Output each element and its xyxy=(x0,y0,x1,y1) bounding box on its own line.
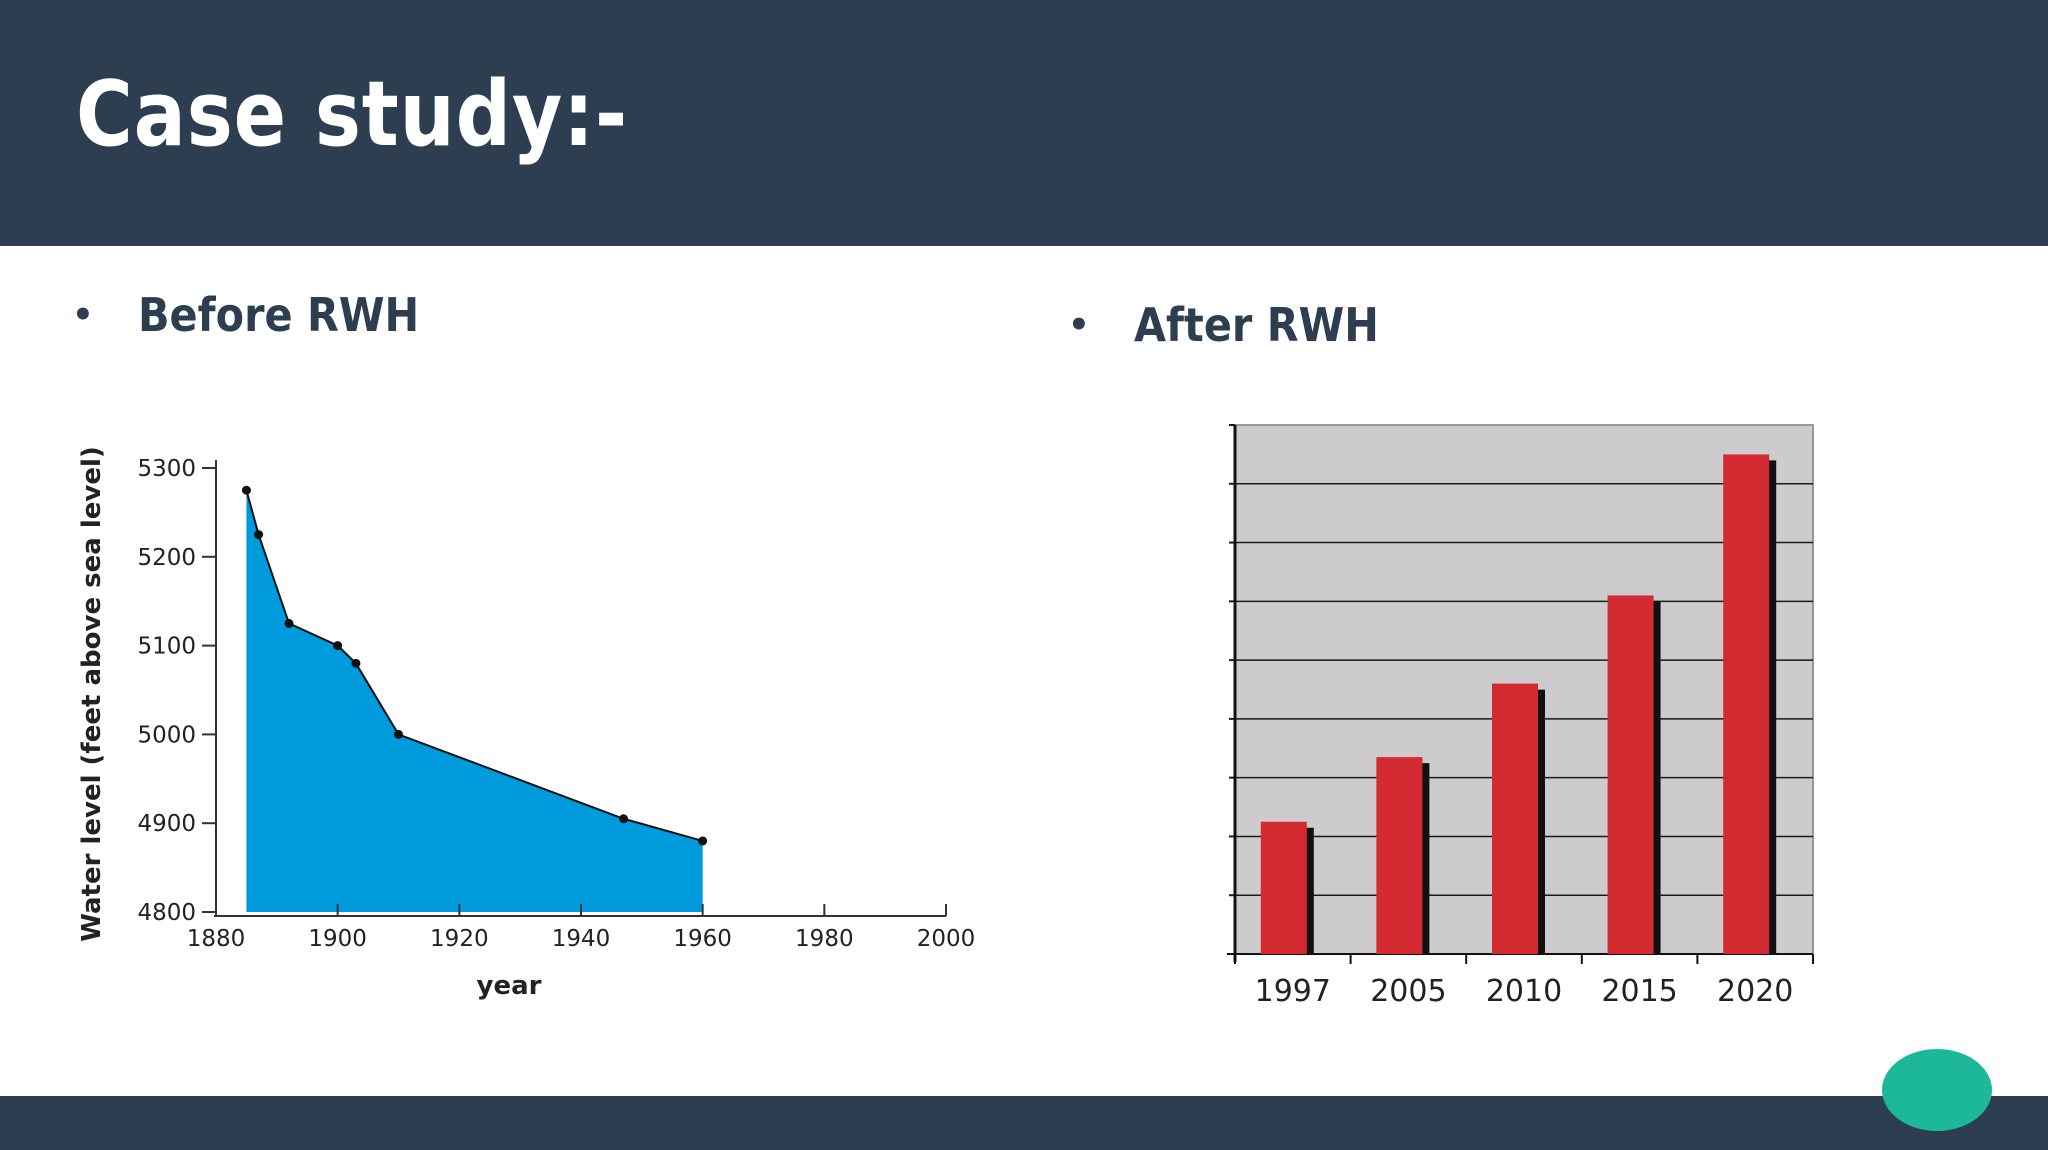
x-tick-label: 1997 xyxy=(1255,974,1331,1009)
y-tick-label: 4900 xyxy=(137,811,196,837)
x-tick-label: 2015 xyxy=(1601,974,1677,1009)
bar xyxy=(1723,454,1770,954)
before-rwh-bullet: • Before RWH xyxy=(72,288,450,342)
x-tick-label: 1960 xyxy=(673,926,732,952)
teal-circle-decoration xyxy=(1882,1049,1992,1131)
data-point xyxy=(619,814,629,824)
x-tick-label: 2020 xyxy=(1717,974,1793,1009)
y-tick-label: 5200 xyxy=(137,545,196,571)
x-tick-label: 2010 xyxy=(1486,974,1562,1009)
bar xyxy=(1376,757,1423,954)
data-point xyxy=(284,618,294,628)
y-tick-label: 4800 xyxy=(137,900,196,926)
x-tick-label: 2005 xyxy=(1370,974,1446,1009)
x-tick-label: 1880 xyxy=(187,926,246,952)
series-line xyxy=(245,489,703,842)
data-point xyxy=(351,658,361,668)
y-tick-label: 5300 xyxy=(137,456,196,482)
water-level-area-chart: 4800 4900 5000 5100 5200 5300 1880 1900 1920 1940… xyxy=(77,446,976,1001)
x-tick-label: 1900 xyxy=(308,926,367,952)
area-fill xyxy=(246,490,703,912)
slide-title: Case study:- xyxy=(76,62,628,167)
y-tick-label: 5000 xyxy=(137,722,196,748)
x-tick-label: 1920 xyxy=(430,926,489,952)
before-rwh-heading: Before RWH xyxy=(138,288,420,342)
bar xyxy=(1607,595,1654,954)
data-point xyxy=(333,641,343,651)
after-rwh-bar-chart: 1997 2005 2010 2015 2020 xyxy=(1227,424,1814,1009)
y-tick-label: 5100 xyxy=(137,634,196,660)
data-point xyxy=(394,729,403,739)
x-tick-label: 1980 xyxy=(795,926,854,952)
title-bar: Case study:- xyxy=(0,0,2048,246)
data-point xyxy=(241,485,251,495)
after-rwh-bullet: • After RWH xyxy=(1068,298,1406,352)
bullet-icon: • xyxy=(72,295,94,335)
data-point xyxy=(698,836,708,846)
x-axis-title: year xyxy=(477,971,542,1001)
bullet-icon: • xyxy=(1068,305,1090,345)
bar xyxy=(1260,821,1307,954)
footer-bar xyxy=(0,1096,2048,1150)
bar xyxy=(1492,683,1538,954)
y-axis-title: Water level (feet above sea level) xyxy=(77,446,107,942)
after-rwh-heading: After RWH xyxy=(1134,298,1379,352)
x-tick-label: 2000 xyxy=(917,926,976,952)
data-point xyxy=(254,530,264,540)
x-tick-label: 1940 xyxy=(552,926,611,952)
